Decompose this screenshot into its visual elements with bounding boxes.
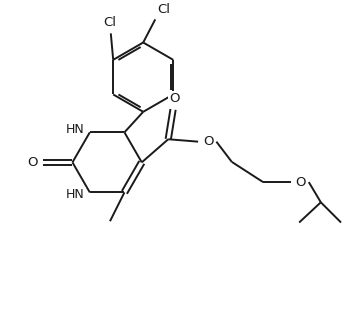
Text: HN: HN	[66, 123, 85, 136]
Text: O: O	[27, 156, 37, 169]
Text: Cl: Cl	[157, 3, 170, 16]
Text: HN: HN	[66, 188, 85, 201]
Text: O: O	[295, 176, 306, 189]
Text: O: O	[203, 135, 214, 148]
Text: Cl: Cl	[103, 16, 116, 29]
Text: O: O	[169, 92, 179, 105]
